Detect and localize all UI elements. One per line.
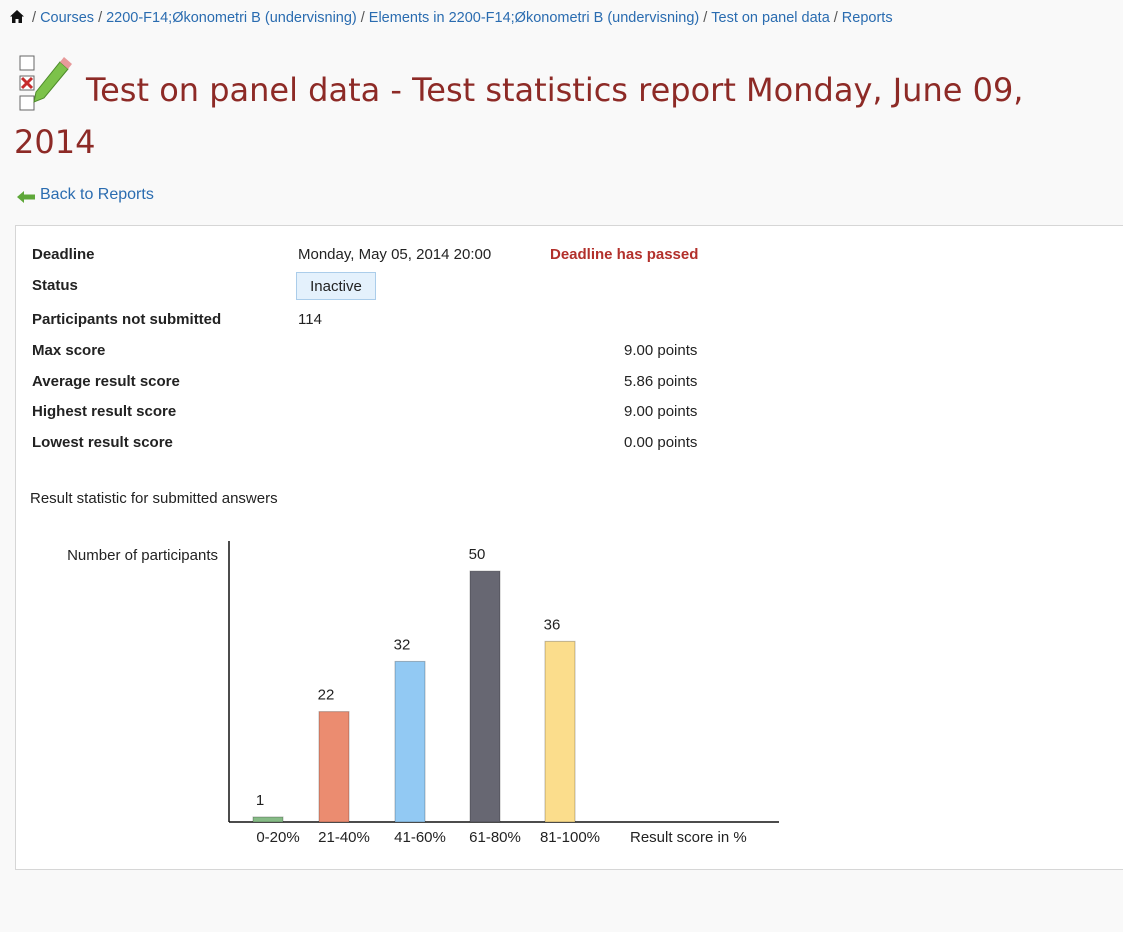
- test-icon: [19, 55, 72, 111]
- x-tick-label: 41-60%: [394, 829, 446, 846]
- bar: [394, 660, 426, 823]
- back-icon: [17, 191, 35, 203]
- detail-value: 9.00 points: [624, 403, 698, 420]
- breadcrumb-link[interactable]: Reports: [841, 10, 893, 26]
- x-tick-label: 61-80%: [469, 829, 521, 846]
- bar: [318, 711, 350, 823]
- detail-value: 0.00 points: [624, 433, 698, 451]
- detail-label: Lowest result score: [32, 433, 173, 451]
- breadcrumb-link[interactable]: Courses: [40, 10, 95, 26]
- value-label: 50: [469, 546, 486, 563]
- chart: Number of participants Result score in %…: [67, 541, 779, 846]
- breadcrumb-link[interactable]: Test on panel data: [711, 10, 830, 26]
- breadcrumb-separator: /: [833, 10, 838, 26]
- bar: [469, 570, 501, 823]
- x-tick-label: 0-20%: [256, 829, 299, 846]
- detail-label: Average result score: [32, 372, 180, 390]
- bar: [544, 640, 576, 823]
- detail-value: 114: [298, 311, 322, 328]
- value-label: 32: [394, 636, 411, 653]
- detail-label: Highest result score: [32, 403, 177, 420]
- detail-label: Status: [32, 277, 78, 294]
- value-label: 36: [544, 616, 561, 633]
- back-link[interactable]: Back to Reports: [40, 186, 154, 203]
- detail-label: Participants not submitted: [32, 311, 222, 328]
- value-label: 1: [256, 792, 264, 809]
- breadcrumb-separator: /: [32, 10, 37, 26]
- status-badge: Inactive: [296, 272, 376, 300]
- detail-value: 5.86 points: [624, 372, 698, 390]
- detail-label: Deadline: [32, 246, 95, 263]
- breadcrumb-link[interactable]: Elements in 2200-F14;Økonometri B (under…: [368, 10, 700, 26]
- breadcrumb-separator: /: [360, 10, 365, 26]
- breadcrumb-link[interactable]: 2200-F14;Økonometri B (undervisning): [106, 10, 357, 26]
- bar: [252, 816, 284, 823]
- detail-label: Max score: [32, 342, 106, 359]
- x-tick-label: 21-40%: [318, 829, 370, 846]
- breadcrumb-separator: /: [703, 10, 708, 26]
- home-icon[interactable]: [10, 10, 24, 23]
- x-axis-label: Result score in %: [630, 829, 747, 846]
- breadcrumb-separator: /: [98, 10, 103, 26]
- deadline-note: Deadline has passed: [550, 246, 699, 263]
- breadcrumb: / Courses/2200-F14;Økonometri B (undervis…: [10, 10, 893, 26]
- page-title: Test on panel data - Test statistics rep…: [14, 71, 1024, 161]
- x-tick-label: 81-100%: [540, 829, 600, 846]
- value-label: 22: [318, 687, 335, 704]
- section-title: Result statistic for submitted answers: [30, 490, 278, 507]
- y-axis-label: Number of participants: [67, 547, 218, 564]
- detail-value: Monday, May 05, 2014 20:00: [298, 246, 492, 263]
- detail-value: 9.00 points: [624, 342, 698, 359]
